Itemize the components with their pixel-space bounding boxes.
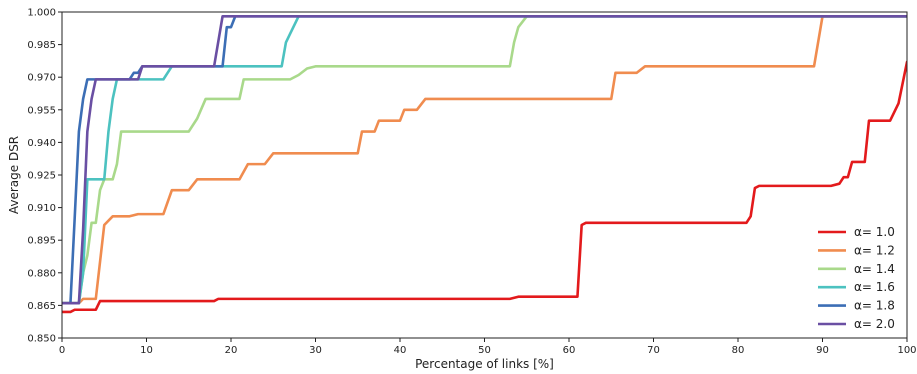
x-axis-label: Percentage of links [%] xyxy=(415,357,554,371)
x-tick-label: 20 xyxy=(225,345,238,356)
y-tick-label: 1.000 xyxy=(27,8,56,19)
series-line-1 xyxy=(62,60,907,314)
legend-item: α= 1.4 xyxy=(818,262,895,276)
x-tick-label: 60 xyxy=(563,345,576,356)
x-tick-label: 10 xyxy=(140,345,153,356)
x-tick-label: 70 xyxy=(647,345,660,356)
y-tick-label: 0.925 xyxy=(27,171,56,182)
y-tick-label: 0.955 xyxy=(27,105,56,116)
y-axis-label: Average DSR xyxy=(7,136,21,214)
y-tick-label: 0.940 xyxy=(27,138,56,149)
legend-label: α= 1.4 xyxy=(854,262,895,276)
series-line-6 xyxy=(62,15,907,305)
legend-item: α= 2.0 xyxy=(818,317,895,331)
legend-item: α= 1.8 xyxy=(818,299,895,313)
legend-item: α= 1.6 xyxy=(818,280,895,294)
series-line-3 xyxy=(62,15,907,305)
y-tick-label: 0.895 xyxy=(27,236,56,247)
x-tick-label: 100 xyxy=(897,345,916,356)
y-axis: 0.850 0.865 0.880 0.895 0.910 0.925 0.940 0.955… xyxy=(27,8,62,345)
x-tick-label: 40 xyxy=(394,345,407,356)
series-line-5 xyxy=(62,15,907,305)
legend-item: α= 1.2 xyxy=(818,243,895,257)
x-tick-label: 90 xyxy=(816,345,829,356)
y-tick-label: 0.910 xyxy=(27,203,56,214)
series-line-2 xyxy=(62,15,907,305)
x-tick-label: 0 xyxy=(59,345,65,356)
y-tick-label: 0.865 xyxy=(27,301,56,312)
legend-label: α= 1.2 xyxy=(854,243,895,257)
series-line-4 xyxy=(62,15,907,305)
x-tick-label: 50 xyxy=(478,345,491,356)
x-axis: 0 10 20 30 40 50 60 70 80 90 100 xyxy=(59,338,917,356)
y-tick-label: 0.880 xyxy=(27,268,56,279)
x-tick-label: 80 xyxy=(732,345,745,356)
legend-label: α= 1.0 xyxy=(854,225,895,239)
y-tick-label: 0.850 xyxy=(27,334,56,345)
legend-label: α= 2.0 xyxy=(854,317,895,331)
legend-label: α= 1.6 xyxy=(854,280,895,294)
legend: α= 1.0 α= 1.2 α= 1.4 α= 1.6 α= 1.8 α= 2.0 xyxy=(818,225,895,331)
y-tick-label: 0.970 xyxy=(27,73,56,84)
y-tick-label: 0.985 xyxy=(27,40,56,51)
legend-label: α= 1.8 xyxy=(854,299,895,313)
x-tick-label: 30 xyxy=(309,345,322,356)
series-layer xyxy=(62,15,907,314)
plot-frame xyxy=(61,11,908,339)
legend-item: α= 1.0 xyxy=(818,225,895,239)
